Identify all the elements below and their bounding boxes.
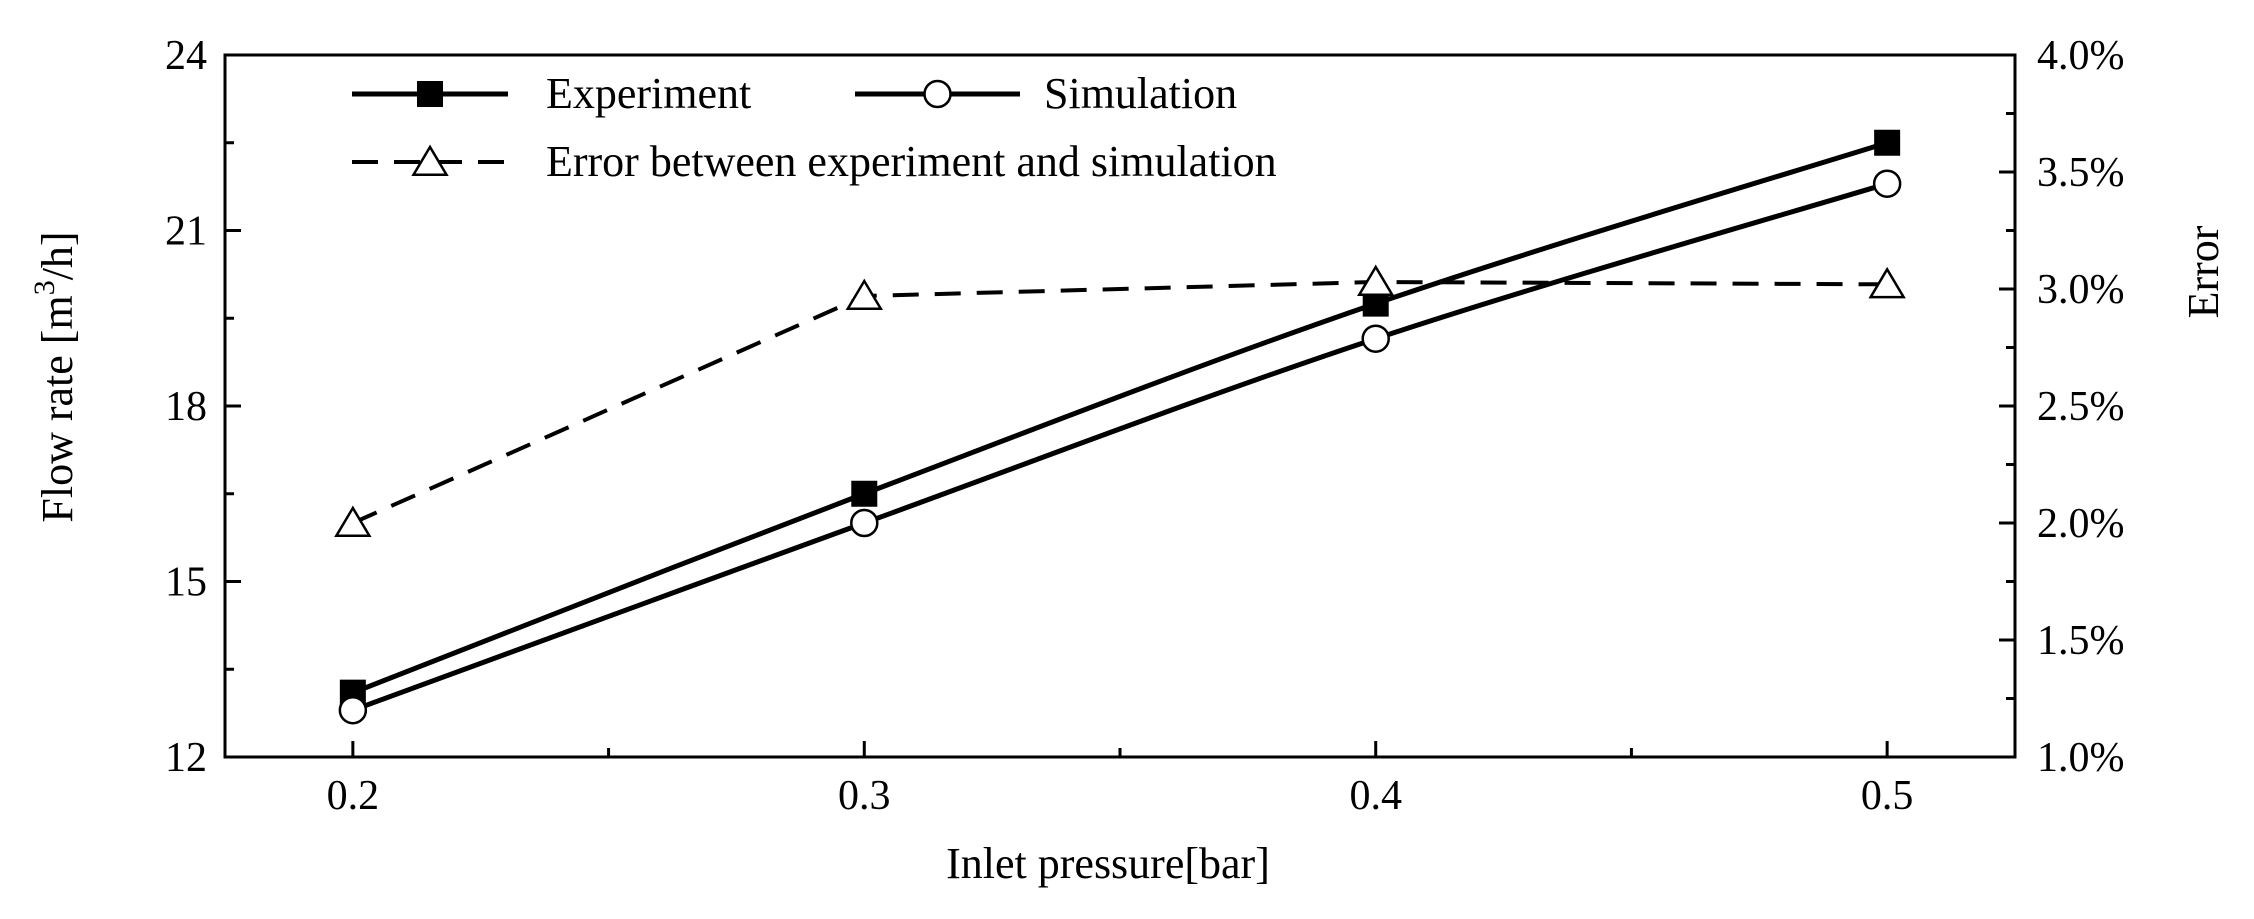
y-left-tick-label: 15 — [165, 560, 207, 606]
y-right-tick-label: 1.0% — [2037, 735, 2125, 781]
legend-label: Error between experiment and simulation — [546, 137, 1277, 186]
series-layer — [334, 129, 1906, 725]
y-right-tick-label: 1.5% — [2037, 618, 2125, 664]
series-simulation — [338, 169, 1902, 725]
legend-marker — [411, 144, 449, 176]
legend-entry-1: Experiment — [352, 69, 751, 118]
legend-marker — [923, 79, 952, 109]
series-line-simulation — [351, 181, 1888, 713]
axis-ticks: 0.2 0.3 0.4 0.5 12 15 18 21 24 1.0% 1.5% 2.0% 2.5% 3.… — [165, 33, 2125, 819]
y-left-tick-label: 24 — [165, 33, 207, 79]
data-point-error-between-experiment-and-simulation — [845, 278, 883, 311]
x-tick-label: 0.3 — [838, 773, 891, 819]
x-tick-label: 0.4 — [1349, 773, 1402, 819]
data-point-simulation — [338, 695, 368, 725]
legend: Experiment Simulation Error between experi… — [352, 69, 1277, 186]
legend-label: Experiment — [546, 69, 751, 118]
data-point-experiment — [851, 480, 878, 507]
y-axis-right-title: Error — [2179, 225, 2228, 318]
data-point-error-between-experiment-and-simulation — [1357, 264, 1395, 296]
series-line-experiment — [351, 140, 1888, 695]
series-line-error-between-experiment-and-simulation — [352, 279, 1888, 525]
y-right-tick-label: 4.0% — [2037, 33, 2125, 79]
y-left-tick-label: 21 — [165, 209, 207, 255]
data-point-error-between-experiment-and-simulation — [334, 505, 372, 537]
y-left-tick-label: 12 — [165, 735, 207, 781]
x-tick-label: 0.2 — [327, 773, 380, 819]
y-right-tick-label: 3.5% — [2037, 150, 2125, 196]
legend-label: Simulation — [1044, 69, 1237, 118]
series-error-between-experiment-and-simulation — [334, 264, 1906, 537]
data-point-simulation — [1361, 324, 1390, 353]
y-axis-left-title-superscript: 3 — [28, 280, 61, 295]
y-axis-left-title-prefix: Flow rate [m — [33, 295, 82, 522]
data-point-experiment — [1874, 129, 1901, 156]
x-tick-label: 0.5 — [1861, 773, 1914, 819]
y-right-tick-label: 2.0% — [2037, 501, 2125, 547]
y-axis-left-title: Flow rate [m3/h] — [28, 231, 82, 522]
data-point-simulation — [850, 508, 879, 538]
legend-marker — [417, 81, 443, 107]
y-left-tick-label: 18 — [165, 384, 207, 430]
series-experiment — [339, 129, 1901, 706]
y-right-tick-label: 2.5% — [2037, 384, 2125, 430]
data-point-error-between-experiment-and-simulation — [1868, 266, 1906, 299]
data-point-simulation — [1872, 169, 1902, 198]
x-axis-title: Inlet pressure[bar] — [946, 839, 1270, 888]
y-axis-left-title-suffix: /h] — [33, 231, 82, 280]
legend-entry-2: Simulation — [855, 69, 1237, 118]
y-right-tick-label: 3.0% — [2037, 267, 2125, 313]
legend-entry-3: Error between experiment and simulation — [352, 137, 1277, 186]
